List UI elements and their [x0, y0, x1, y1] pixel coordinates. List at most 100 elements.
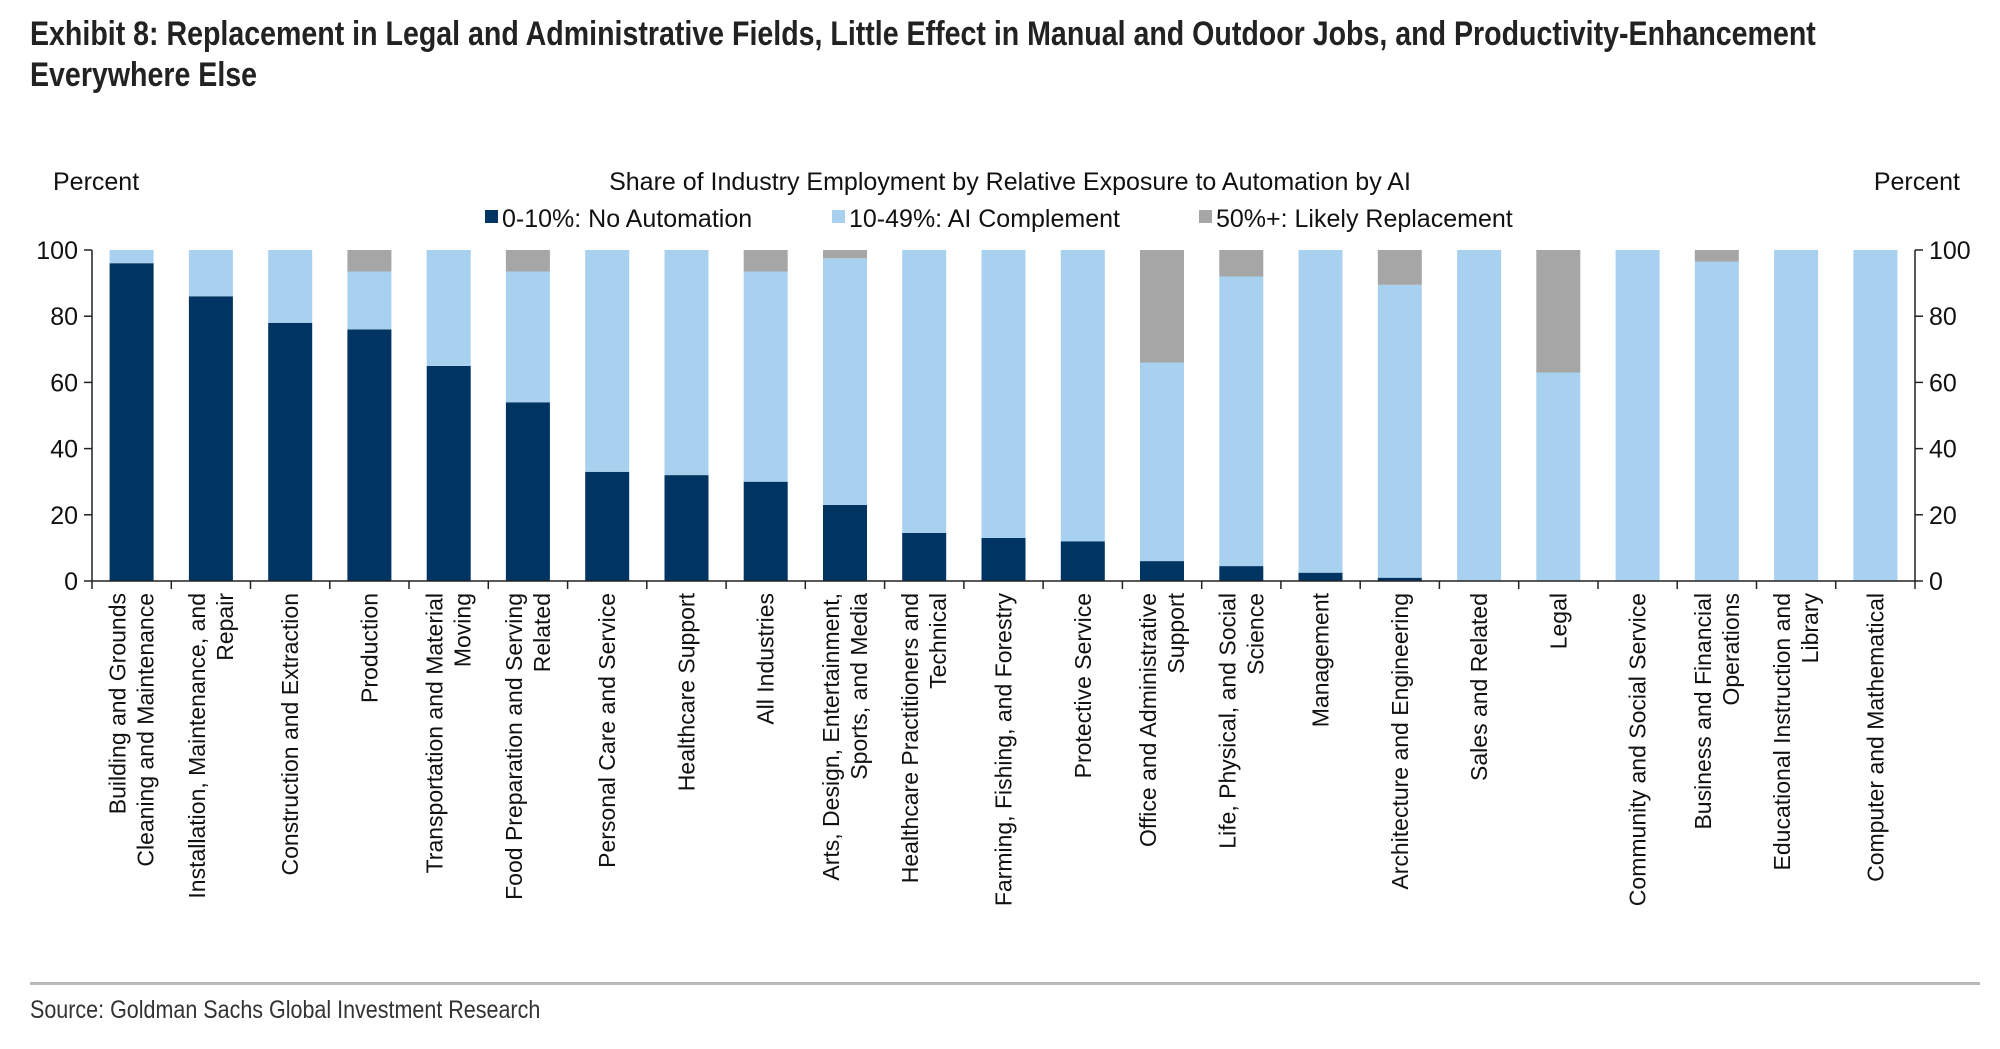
category-label-line: Cleaning and Maintenance: [133, 593, 159, 867]
category-label-line: Technical: [925, 593, 951, 689]
bar-segment-10-49-ai-complement-12: [981, 250, 1026, 538]
bar-segment-0-10-no-automation-14: [1140, 561, 1184, 581]
bar-segment-0-10-no-automation-13: [1060, 541, 1105, 581]
stacked-bar-chart: Share of Industry Employment by Relative…: [36, 168, 1970, 906]
bar-segment-50-likely-replacement-15: [1219, 250, 1264, 277]
bar-segment-0-10-no-automation-1: [109, 263, 154, 581]
bar-segment-10-49-ai-complement-10: [823, 258, 867, 505]
y-tick-label-right: 40: [1929, 436, 1957, 464]
bar-segment-0-10-no-automation-5: [426, 365, 471, 581]
category-label-9: All Industries: [753, 593, 779, 725]
category-label-line: Installation, Maintenance, and: [184, 593, 210, 899]
bar-segment-0-10-no-automation-3: [268, 322, 313, 581]
bar-segment-0-10-no-automation-17: [1377, 577, 1422, 581]
legend-label-no-automation: 0-10%: No Automation: [502, 205, 752, 233]
bar-segment-10-49-ai-complement-22: [1774, 250, 1819, 581]
legend-swatch-likely-replacement: [1199, 210, 1212, 223]
bar-segment-10-49-ai-complement-2: [188, 250, 233, 297]
category-label-line: All Industries: [753, 593, 779, 725]
y-tick-label-left: 40: [50, 436, 78, 464]
bar-segment-10-49-ai-complement-8: [664, 250, 709, 476]
category-label-line: Farming, Fishing, and Forestry: [991, 593, 1017, 907]
category-label-line: Business and Financial: [1690, 593, 1716, 830]
category-label-12: Farming, Fishing, and Forestry: [991, 593, 1017, 907]
category-label-line: Sales and Related: [1466, 593, 1492, 781]
bar-segment-10-49-ai-complement-20: [1615, 250, 1660, 581]
bar-segment-0-10-no-automation-6: [505, 402, 550, 581]
category-label-14: Office and Administrative Support: [1135, 592, 1189, 847]
y-tick-label-left: 60: [50, 369, 78, 397]
bar-segment-50-likely-replacement-9: [743, 250, 788, 272]
bar-segment-0-10-no-automation-16: [1298, 572, 1343, 581]
y-tick-label-right: 0: [1929, 568, 1943, 596]
category-label-21: Business and Financial Operations: [1690, 593, 1744, 830]
bar-segment-10-49-ai-complement-15: [1219, 276, 1264, 567]
category-label-8: Healthcare Support: [674, 592, 700, 791]
category-label-line: Repair: [212, 593, 238, 661]
bar-segment-10-49-ai-complement-9: [743, 271, 788, 482]
category-label-line: Protective Service: [1070, 593, 1096, 778]
y-tick-label-left: 80: [50, 303, 78, 331]
category-label-line: Food Preparation and Serving: [501, 593, 527, 900]
y-tick-label-left: 0: [64, 568, 78, 596]
category-label-line: Architecture and Engineering: [1387, 593, 1413, 890]
category-label-18: Sales and Related: [1466, 593, 1492, 781]
category-label-23: Computer and Mathematical: [1862, 593, 1888, 882]
bar-segment-10-49-ai-complement-7: [585, 250, 630, 472]
bars-layer: [109, 250, 1898, 581]
category-label-7: Personal Care and Service: [594, 593, 620, 868]
category-label-22: Educational Instruction and Library: [1769, 593, 1823, 871]
category-label-line: Community and Social Service: [1625, 593, 1651, 906]
bar-segment-0-10-no-automation-2: [188, 296, 233, 581]
bar-segment-10-49-ai-complement-11: [902, 250, 947, 533]
bar-segment-0-10-no-automation-4: [347, 329, 392, 581]
bar-segment-50-likely-replacement-21: [1694, 250, 1739, 262]
category-label-line: Healthcare Practitioners and: [897, 593, 923, 883]
legend-label-likely-replacement: 50%+: Likely Replacement: [1216, 205, 1513, 233]
bar-segment-10-49-ai-complement-21: [1694, 261, 1739, 581]
axes-layer: 0 0 20 20 40 40 60 60 80 80 100 100: [36, 237, 1970, 596]
bar-segment-10-49-ai-complement-19: [1536, 372, 1581, 581]
y-tick-label-left: 100: [36, 237, 78, 265]
y-tick-label-left: 20: [50, 502, 78, 530]
bar-segment-10-49-ai-complement-14: [1140, 362, 1184, 562]
category-label-16: Management: [1308, 592, 1334, 727]
bar-segment-50-likely-replacement-19: [1536, 250, 1581, 373]
category-label-line: Life, Physical, and Social: [1214, 593, 1240, 849]
category-label-19: Legal: [1545, 593, 1571, 649]
bar-segment-0-10-no-automation-9: [743, 481, 788, 581]
y-axis-label-right: Percent: [1874, 168, 1960, 196]
bar-segment-0-10-no-automation-7: [585, 471, 630, 581]
source-note: Source: Goldman Sachs Global Investment …: [30, 996, 541, 1024]
category-label-13: Protective Service: [1070, 593, 1096, 778]
bar-segment-50-likely-replacement-4: [347, 250, 392, 272]
category-label-line: Support: [1163, 592, 1189, 673]
category-label-line: Moving: [450, 593, 476, 667]
y-tick-label-right: 20: [1929, 502, 1957, 530]
exhibit-title-line-1: Exhibit 8: Replacement in Legal and Admi…: [30, 15, 1816, 53]
bar-segment-50-likely-replacement-6: [505, 250, 550, 272]
category-label-4: Production: [356, 593, 382, 703]
category-label-line: Educational Instruction and: [1769, 593, 1795, 870]
category-label-line: Library: [1797, 593, 1823, 664]
category-label-6: Food Preparation and Serving Related: [501, 593, 555, 900]
category-label-line: Arts, Design, Entertainment,: [818, 593, 844, 881]
y-axis-label-left: Percent: [53, 168, 139, 196]
legend: 0-10%: No Automation 10-49%: AI Compleme…: [485, 205, 1513, 233]
category-label-line: Related: [529, 593, 555, 672]
category-labels: Building and Grounds Cleaning and Mainten…: [105, 592, 1889, 906]
bar-segment-10-49-ai-complement-13: [1060, 250, 1105, 542]
category-label-line: Sports, and Media: [846, 593, 872, 780]
category-label-line: Computer and Mathematical: [1862, 593, 1888, 882]
category-label-1: Building and Grounds Cleaning and Mainten…: [105, 593, 159, 867]
bar-segment-10-49-ai-complement-16: [1298, 250, 1343, 573]
bar-segment-10-49-ai-complement-5: [426, 250, 471, 366]
category-label-line: Construction and Extraction: [277, 593, 303, 876]
chart-title: Share of Industry Employment by Relative…: [609, 168, 1411, 196]
category-label-17: Architecture and Engineering: [1387, 593, 1413, 890]
bar-segment-10-49-ai-complement-1: [109, 250, 154, 264]
category-label-line: Healthcare Support: [674, 592, 700, 791]
bar-segment-50-likely-replacement-14: [1140, 250, 1184, 363]
category-label-10: Arts, Design, Entertainment, Sports, and …: [818, 593, 872, 881]
category-label-20: Community and Social Service: [1625, 593, 1651, 906]
